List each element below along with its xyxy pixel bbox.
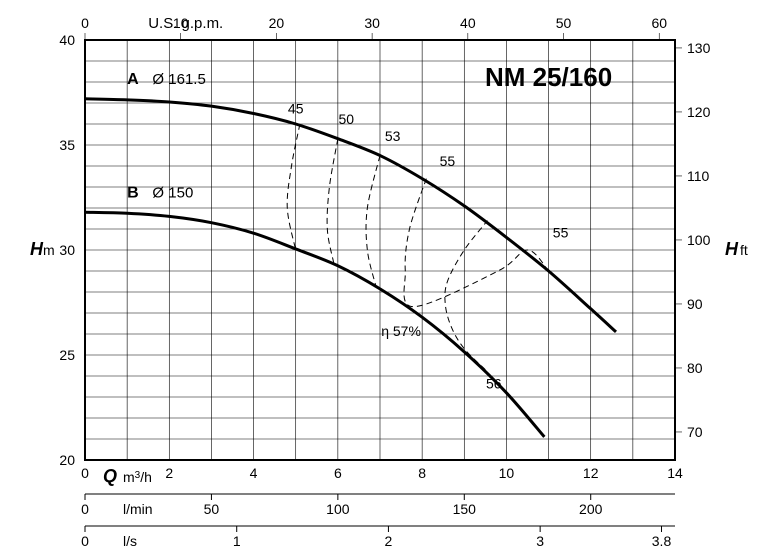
- y-left-tick: 40: [59, 32, 75, 48]
- y-right-tick: 100: [687, 232, 711, 248]
- x-ls-tick: 1: [233, 533, 241, 549]
- y-right-axis-label: H: [725, 239, 739, 259]
- x-top-tick: 60: [651, 15, 667, 31]
- curve-b-label: B: [127, 185, 139, 202]
- y-right-axis-unit: ft: [740, 242, 748, 258]
- curve-b-diameter: Ø 150: [152, 185, 193, 202]
- x-top-tick: 20: [269, 15, 285, 31]
- x-ls-tick: 2: [385, 533, 393, 549]
- chart-title: NM 25/160: [485, 62, 612, 92]
- x-top-tick: 0: [81, 15, 89, 31]
- y-right-tick: 110: [687, 168, 710, 184]
- eff-label-45: 45: [288, 101, 304, 117]
- eff-label-55a: 55: [440, 153, 456, 169]
- x-ls-tick: 0: [81, 533, 89, 549]
- y-left-tick: 25: [59, 347, 75, 363]
- y-left-axis-label: H: [30, 239, 44, 259]
- x-m3h-tick: 8: [418, 465, 426, 481]
- y-right-tick: 130: [687, 40, 711, 56]
- x-lmin-tick: 150: [453, 501, 477, 517]
- x-ls-tick: 3: [536, 533, 544, 549]
- eff-label-56: 56: [486, 376, 502, 392]
- y-left-tick: 20: [59, 452, 75, 468]
- curve-a-diameter: Ø 161.5: [152, 71, 205, 88]
- x-top-tick: 30: [364, 15, 380, 31]
- curve-a-label: A: [127, 71, 139, 88]
- x-m3h-tick: 10: [499, 465, 515, 481]
- y-right-tick: 80: [687, 360, 703, 376]
- x-m3h-tick: 12: [583, 465, 599, 481]
- y-right-tick: 70: [687, 424, 703, 440]
- x-m3h-tick: 0: [81, 465, 89, 481]
- x-top-tick: 40: [460, 15, 476, 31]
- x-lmin-tick: 50: [204, 501, 220, 517]
- y-left-tick: 30: [59, 242, 75, 258]
- x-ls-tick: 3.8: [652, 533, 672, 549]
- x-m3h-tick: 6: [334, 465, 342, 481]
- eff-label-50: 50: [338, 111, 354, 127]
- x-lmin-tick: 200: [579, 501, 603, 517]
- x-lmin-unit: l/min: [123, 501, 153, 517]
- x-bottom-symbol: Q: [103, 466, 117, 486]
- y-left-axis-unit: m: [43, 242, 55, 258]
- x-m3h-tick: 2: [165, 465, 173, 481]
- y-right-tick: 120: [687, 104, 711, 120]
- y-right-tick: 90: [687, 296, 703, 312]
- eff-label-55b: 55: [553, 224, 569, 240]
- x-m3h-tick: 14: [667, 465, 683, 481]
- x-lmin-tick: 0: [81, 501, 89, 517]
- x-lmin-tick: 100: [326, 501, 350, 517]
- x-m3h-tick: 4: [250, 465, 258, 481]
- x-ls-unit: l/s: [123, 533, 137, 549]
- y-left-tick: 35: [59, 137, 75, 153]
- eff-label-53: 53: [385, 128, 401, 144]
- pump-curve-chart: 2025303540Hm708090100110120130Hft0102030…: [0, 0, 776, 556]
- eff-eta-label: η 57%: [381, 323, 421, 339]
- x-top-axis-unit: U.S. g.p.m.: [148, 15, 223, 32]
- x-top-tick: 50: [556, 15, 572, 31]
